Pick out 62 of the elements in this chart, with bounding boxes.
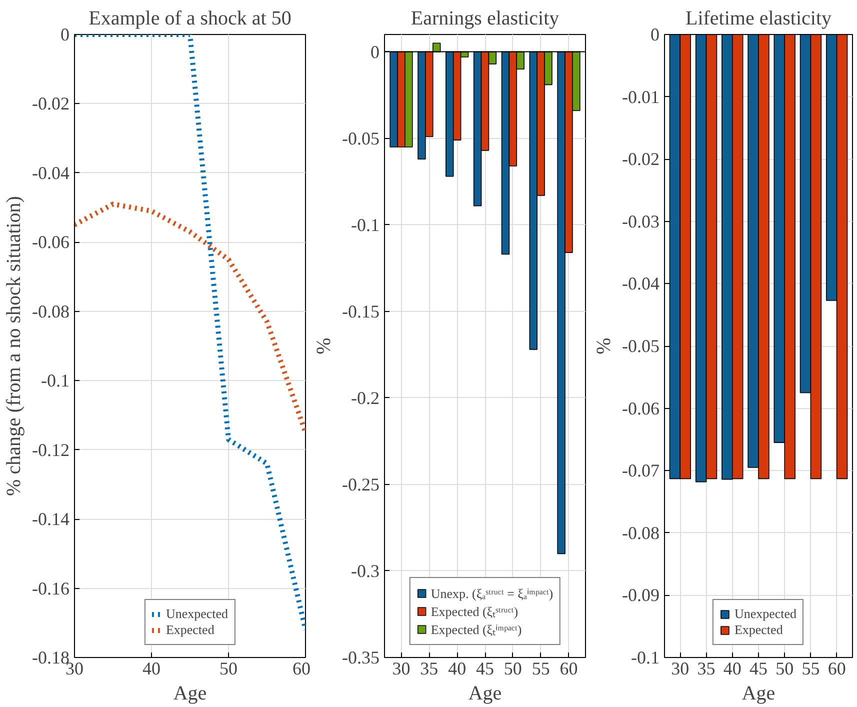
x-tick-label: 35 <box>697 658 716 678</box>
y-tick-label: -0.06 <box>32 232 70 252</box>
y-tick-label: -0.1 <box>631 648 660 668</box>
y-tick-label: -0.2 <box>351 388 380 408</box>
x-tick-label: 50 <box>220 658 238 678</box>
x-axis-title: Age <box>468 682 502 704</box>
y-axis-title: % <box>593 338 616 354</box>
y-tick-label: -0.03 <box>622 211 660 232</box>
y-tick-label: -0.25 <box>342 474 380 494</box>
x-tick-label: 50 <box>504 658 522 678</box>
x-tick-label: 60 <box>560 658 578 678</box>
legend-label: Expected (ξₜⁱᵐᵖᵃᶜᵗ) <box>430 621 522 638</box>
y-tick-label: 0 <box>370 42 380 62</box>
x-axis-title: Age <box>742 682 776 704</box>
legend-label: Expected <box>166 622 214 638</box>
y-tick-label: -0.15 <box>342 301 380 322</box>
y-tick-label: -0.07 <box>622 460 660 481</box>
y-tick-label: -0.1 <box>351 214 380 235</box>
legend-label: Unexpected <box>166 606 228 622</box>
x-axis-title: Age <box>173 682 207 704</box>
legend-label: Expected <box>734 622 783 638</box>
y-tick-label: -0.16 <box>32 578 70 598</box>
x-tick-label: 35 <box>420 658 438 678</box>
legend-label: Unexpected <box>734 606 797 622</box>
y-axis-title: % change (from a no shock situation) <box>3 196 26 496</box>
y-tick-label: -0.14 <box>32 509 70 530</box>
y-tick-label: 0 <box>60 24 70 44</box>
y-tick-label: -0.12 <box>32 440 70 460</box>
x-tick-label: 40 <box>723 658 742 678</box>
y-tick-label: -0.01 <box>622 86 660 107</box>
x-tick-label: 40 <box>448 658 466 678</box>
legend-label: Expected (ξₜˢᵗʳᵘᶜᵗ) <box>430 603 518 620</box>
x-tick-label: 45 <box>750 658 768 678</box>
x-tick-label: 55 <box>802 658 820 678</box>
x-tick-label: 45 <box>476 658 494 678</box>
x-tick-label: 60 <box>828 658 846 678</box>
y-tick-label: -0.02 <box>622 149 660 170</box>
chart-title: Example of a shock at 50 <box>88 8 292 30</box>
legend-label: Unexp. (ξₐˢᵗʳᵘᶜᵗ = ξₐⁱᵐᵖᵃᶜᵗ) <box>430 585 554 602</box>
y-tick-label: -0.05 <box>342 128 380 148</box>
y-tick-label: -0.04 <box>622 274 660 294</box>
y-axis-title: % <box>313 338 336 354</box>
chart-title: Earnings elasticity <box>410 8 560 30</box>
chart-title: Lifetime elasticity <box>685 8 832 30</box>
y-tick-label: -0.05 <box>622 336 660 356</box>
y-tick-label: -0.08 <box>622 522 660 543</box>
y-tick-label: -0.18 <box>32 648 70 668</box>
y-tick-label: -0.3 <box>351 560 380 581</box>
x-tick-label: 60 <box>292 658 310 678</box>
y-tick-label: -0.02 <box>32 94 70 114</box>
y-tick-label: -0.08 <box>32 301 70 322</box>
y-tick-label: 0 <box>650 24 660 44</box>
y-tick-label: -0.06 <box>622 398 660 418</box>
y-tick-label: -0.35 <box>342 648 380 668</box>
y-tick-label: -0.09 <box>622 585 660 606</box>
x-tick-label: 40 <box>142 658 160 678</box>
x-tick-label: 55 <box>532 658 550 678</box>
x-tick-label: 30 <box>392 658 410 678</box>
x-tick-label: 30 <box>671 658 690 678</box>
x-tick-label: 50 <box>776 658 794 678</box>
y-tick-label: -0.1 <box>41 370 70 391</box>
y-tick-label: -0.04 <box>32 162 70 183</box>
